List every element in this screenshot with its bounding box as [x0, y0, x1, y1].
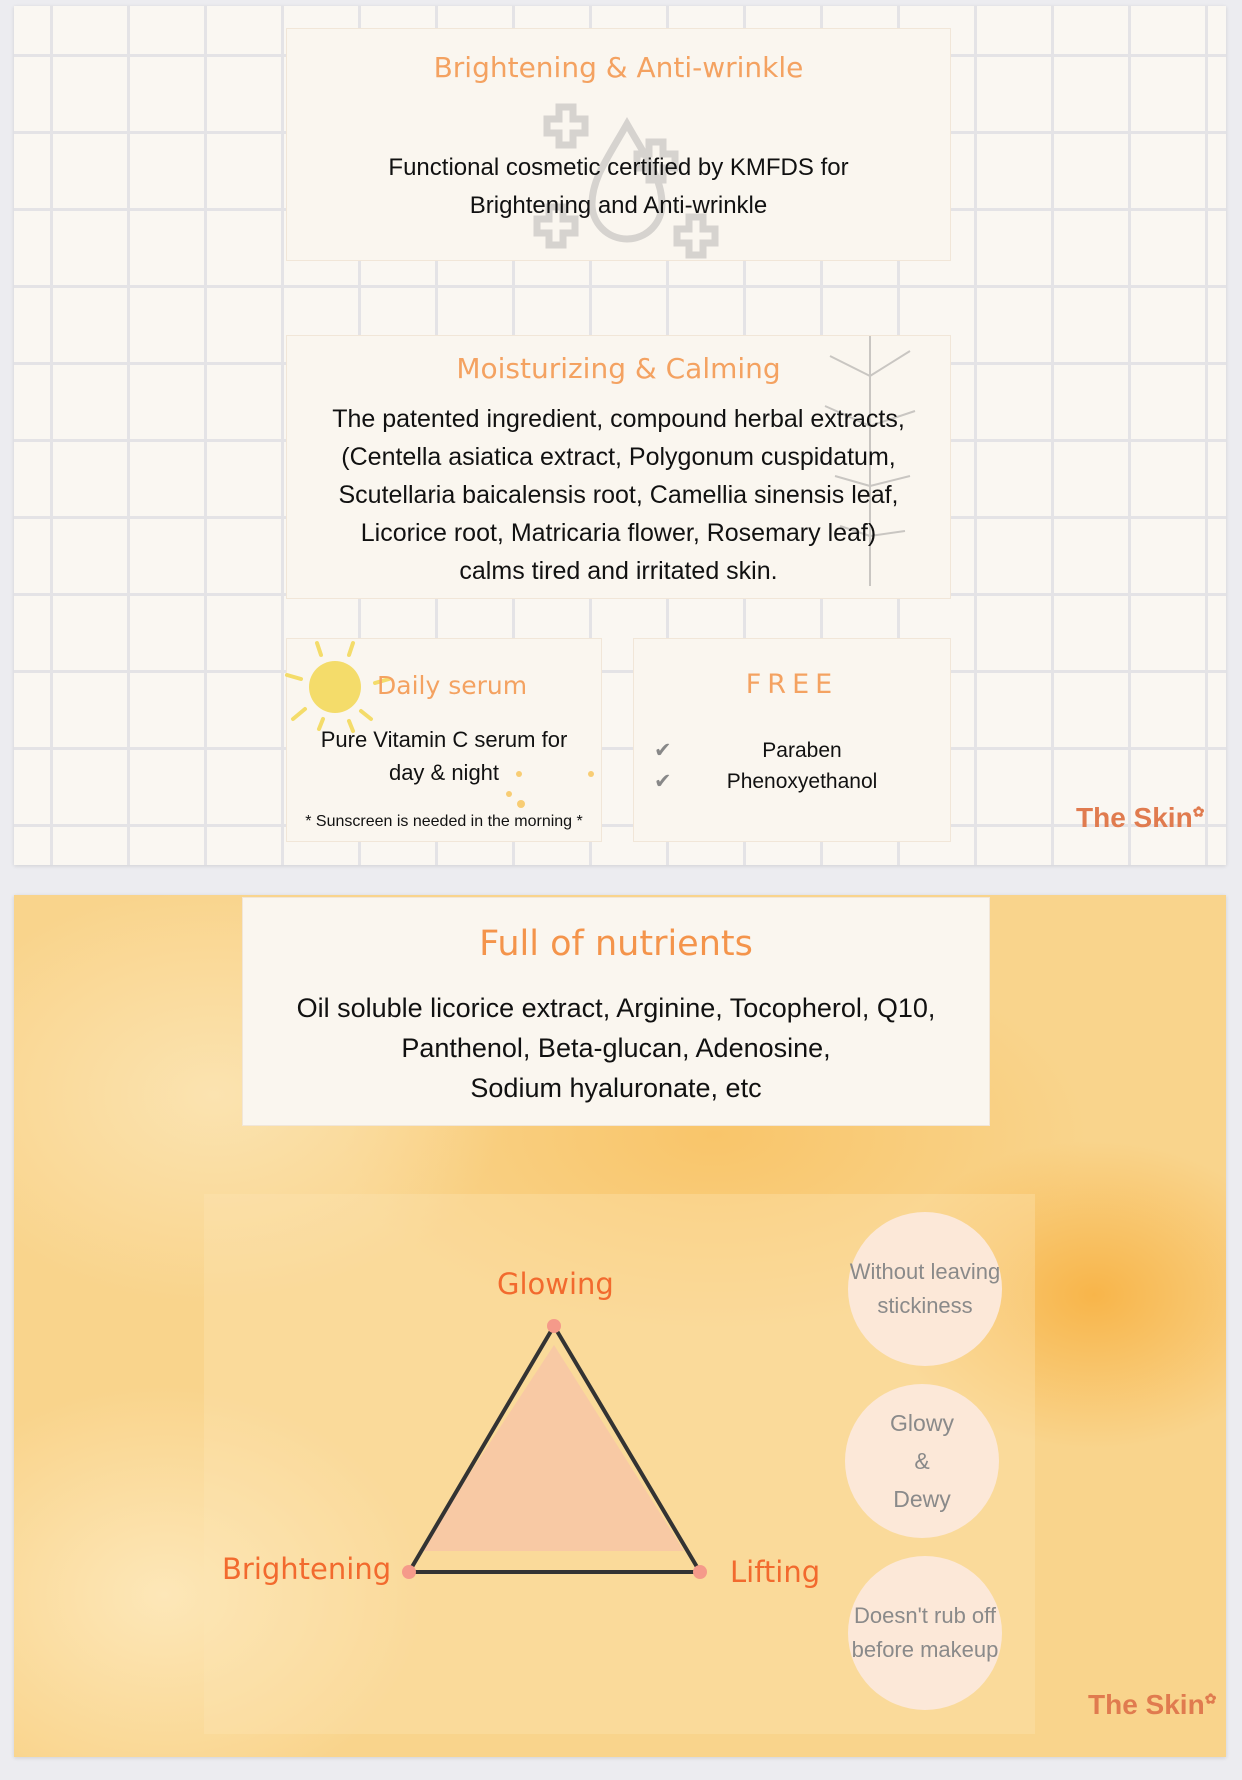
panel-nutrients: Full of nutrients Oil soluble licorice e… — [14, 895, 1226, 1757]
card-title: Daily serum — [377, 671, 528, 700]
moon-icon — [506, 759, 594, 837]
logo-text: The Skin — [1088, 1689, 1205, 1720]
card-title: Full of nutrients — [479, 924, 753, 964]
herb-icon — [824, 336, 916, 586]
free-list: ✔ Paraben ✔ Phenoxyethanol — [654, 735, 930, 797]
text-line: before makeup — [851, 1637, 999, 1662]
text-line: Glowy — [890, 1410, 954, 1436]
benefit-circle: Glowy & Dewy — [845, 1384, 999, 1538]
drop-cross-icon — [533, 103, 719, 259]
sunscreen-note: * Sunscreen is needed in the morning * — [305, 813, 583, 830]
sun-icon — [285, 641, 391, 733]
brand-logo: The Skin✿ — [1076, 802, 1204, 834]
card-text: Functional cosmetic certified by KMFDS f… — [287, 149, 950, 225]
list-item: ✔ Phenoxyethanol — [654, 766, 930, 797]
card-brightening: Brightening & Anti-wrinkle Functional co… — [286, 28, 951, 261]
logo-text: The Skin — [1076, 802, 1193, 833]
vertex-glowing — [547, 1319, 561, 1333]
label-glowing: Glowing — [497, 1267, 614, 1301]
benefit-circle: Doesn't rub off before makeup — [848, 1556, 1002, 1710]
check-icon: ✔ — [654, 770, 672, 793]
text-line: & — [914, 1448, 930, 1474]
card-moisturizing: Moisturizing & Calming The patented ingr… — [286, 335, 951, 599]
card-nutrients: Full of nutrients Oil soluble licorice e… — [242, 897, 990, 1126]
text-line: Licorice root, Matricaria flower, Rosema… — [360, 519, 877, 547]
card-text: Pure Vitamin C serum for day & night — [287, 723, 601, 789]
triangle-outline — [405, 1322, 704, 1574]
text-line: Sodium hyaluronate, etc — [470, 1073, 762, 1103]
text-line: calms tired and irritated skin. — [459, 557, 778, 585]
label-lifting: Lifting — [730, 1555, 821, 1589]
card-title: Brightening & Anti-wrinkle — [433, 51, 804, 84]
card-title: Moisturizing & Calming — [456, 352, 781, 385]
panel-features: Brightening & Anti-wrinkle Functional co… — [14, 6, 1226, 865]
card-text: Oil soluble licorice extract, Arginine, … — [243, 988, 989, 1108]
card-daily-serum: Daily serum Pure Vitamin C serum for day… — [285, 638, 602, 842]
text-line: (Centella asiatica extract, Polygonum cu… — [341, 443, 896, 471]
triangle-diagram — [402, 1319, 707, 1579]
flower-icon: ✿ — [1192, 803, 1205, 820]
text-line: Panthenol, Beta-glucan, Adenosine, — [401, 1033, 831, 1063]
benefit-circle: Without leaving stickiness — [848, 1212, 1002, 1366]
text-line: The patented ingredient, compound herbal… — [332, 405, 905, 433]
item-label: Phenoxyethanol — [726, 770, 878, 793]
flower-icon: ✿ — [1204, 1690, 1217, 1707]
text-line: Dewy — [893, 1486, 951, 1512]
vertex-brightening — [402, 1565, 416, 1579]
text-line: Oil soluble licorice extract, Arginine, … — [296, 993, 936, 1023]
text-line: day & night — [388, 760, 500, 785]
brand-logo: The Skin✿ — [1088, 1689, 1216, 1721]
text-line: Doesn't rub off — [853, 1603, 996, 1628]
text-line: Without leaving — [849, 1259, 1001, 1284]
text-line: Scutellaria baicalensis root, Camellia s… — [338, 481, 899, 509]
label-brightening: Brightening — [222, 1552, 392, 1586]
text-line: Brightening and Anti-wrinkle — [469, 192, 768, 219]
text-line: Pure Vitamin C serum for — [320, 727, 568, 752]
card-title: FREE — [745, 669, 839, 700]
vertex-lifting — [693, 1565, 707, 1579]
card-free: FREE ✔ Paraben ✔ Phenoxyethanol — [633, 638, 951, 842]
text-line: Functional cosmetic certified by KMFDS f… — [388, 154, 849, 181]
triangle-fill — [419, 1345, 684, 1551]
text-line: stickiness — [877, 1293, 973, 1318]
card-text: The patented ingredient, compound herbal… — [287, 400, 950, 590]
check-icon: ✔ — [654, 739, 672, 762]
list-item: ✔ Paraben — [654, 735, 930, 766]
item-label: Paraben — [762, 739, 842, 762]
